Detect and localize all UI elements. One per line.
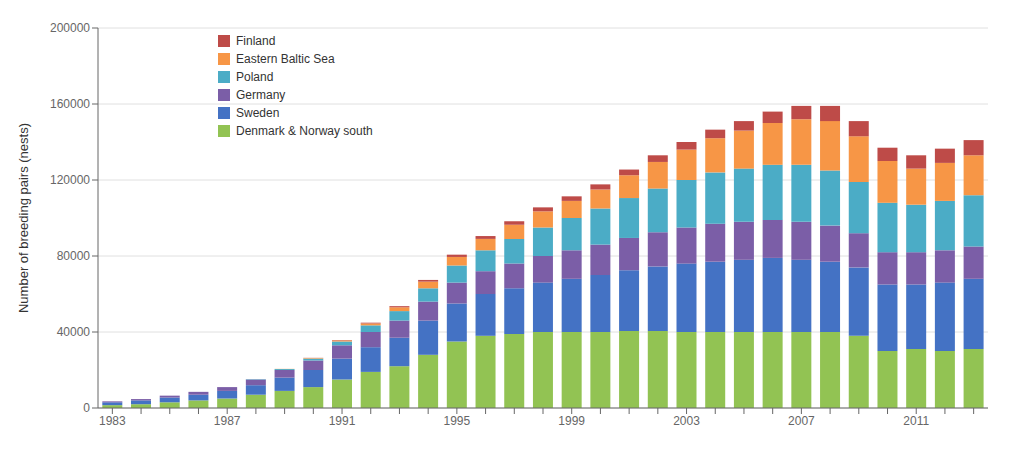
svg-text:Number of breeding pairs (nest: Number of breeding pairs (nests) xyxy=(16,123,31,313)
svg-text:1999: 1999 xyxy=(558,414,585,428)
svg-text:120000: 120000 xyxy=(50,173,90,187)
svg-text:160000: 160000 xyxy=(50,97,90,111)
html-text:Germany: Germany xyxy=(236,88,286,102)
svg-text:0: 0 xyxy=(83,401,90,415)
svg-text:2007: 2007 xyxy=(788,414,815,428)
html-text:Sweden: Sweden xyxy=(236,106,280,120)
html-text:Poland: Poland xyxy=(236,70,274,84)
svg-text:1983: 1983 xyxy=(99,414,126,428)
svg-text:1995: 1995 xyxy=(444,414,471,428)
html-text:Denmark & Norway south: Denmark & Norway south xyxy=(236,124,373,138)
svg-text:2011: 2011 xyxy=(903,414,929,428)
svg-text:80000: 80000 xyxy=(57,249,91,263)
svg-text:2003: 2003 xyxy=(673,414,700,428)
html-text:Finland: Finland xyxy=(236,34,276,48)
svg-text:40000: 40000 xyxy=(57,325,91,339)
svg-text:1987: 1987 xyxy=(214,414,241,428)
svg-text:200000: 200000 xyxy=(50,21,90,35)
svg-text:1991: 1991 xyxy=(329,414,356,428)
html-text:Eastern Baltic Sea: Eastern Baltic Sea xyxy=(236,52,335,66)
